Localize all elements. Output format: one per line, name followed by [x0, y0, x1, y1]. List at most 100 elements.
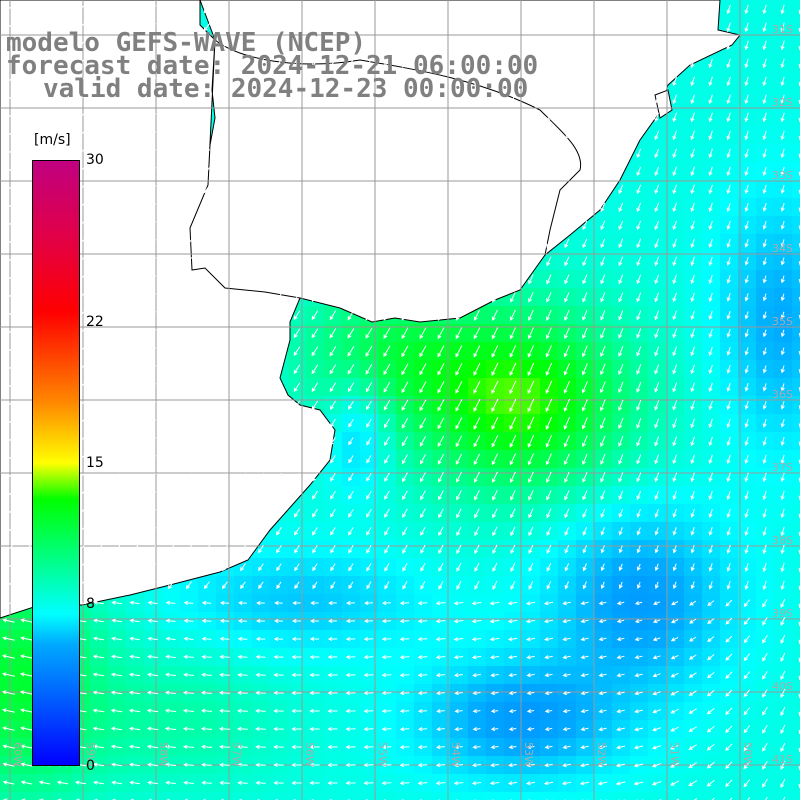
- wind-arrow: [203, 23, 211, 32]
- wind-arrow: [348, 130, 354, 140]
- wind-arrow: [600, 238, 606, 249]
- wind-arrow: [221, 275, 229, 284]
- wind-cell: [792, 306, 800, 324]
- wind-arrow: [528, 76, 534, 87]
- coastline: [0, 0, 741, 619]
- wind-cell: [792, 774, 800, 792]
- wind-arrow: [293, 94, 300, 104]
- wind-arrow: [420, 112, 426, 122]
- wind-arrow: [726, 148, 731, 159]
- wind-arrow: [384, 166, 390, 176]
- lat-label-36S: 36S: [772, 388, 793, 401]
- wind-arrow: [672, 220, 677, 231]
- wind-arrow: [528, 184, 534, 195]
- wind-arrow: [131, 95, 139, 104]
- wind-arrow: [95, 275, 103, 284]
- wind-arrow: [636, 94, 642, 105]
- wind-arrow: [348, 202, 354, 212]
- wind-cell: [540, 792, 558, 800]
- wind-arrow: [708, 148, 713, 159]
- wind-arrow: [690, 4, 695, 15]
- wind-cell: [702, 792, 720, 800]
- wind-cell: [792, 216, 800, 234]
- wind-arrow: [438, 58, 444, 68]
- wind-cell: [792, 36, 800, 54]
- wind-cell: [774, 792, 792, 800]
- wind-arrow: [780, 76, 785, 87]
- wind-arrow: [330, 202, 336, 212]
- wind-cell: [792, 108, 800, 126]
- wind-arrow: [744, 148, 749, 159]
- wind-cell: [126, 792, 144, 800]
- wind-arrow: [347, 256, 354, 266]
- wind-arrow: [780, 58, 785, 69]
- wind-arrow: [23, 203, 31, 212]
- wind-arrow: [708, 22, 713, 33]
- wind-arrow: [5, 113, 13, 122]
- wind-arrow: [203, 185, 211, 194]
- wind-arrow: [366, 4, 372, 14]
- wind-arrow: [23, 113, 31, 122]
- wind-arrow: [690, 202, 695, 213]
- wind-arrow: [330, 94, 336, 104]
- wind-arrow: [366, 22, 372, 32]
- wind-arrow: [167, 203, 175, 212]
- wind-arrow: [438, 220, 444, 231]
- wind-arrow: [474, 202, 480, 213]
- wind-cell: [252, 792, 270, 800]
- wind-arrow: [239, 167, 247, 176]
- wind-arrow: [744, 202, 749, 212]
- wind-arrow: [690, 22, 695, 33]
- wind-arrow: [564, 256, 570, 267]
- wind-arrow: [5, 95, 13, 104]
- wind-arrow: [600, 58, 606, 69]
- wind-cell: [144, 792, 162, 800]
- wind-arrow: [582, 58, 588, 69]
- wind-cell: [792, 612, 800, 630]
- wind-arrow: [366, 94, 372, 104]
- wind-arrow: [221, 221, 229, 230]
- wind-cell: [792, 144, 800, 162]
- lon-label-56W: 56W: [303, 742, 316, 767]
- wind-arrow: [257, 167, 265, 176]
- wind-cell: [72, 792, 90, 800]
- wind-cell: [216, 792, 234, 800]
- wind-arrow: [636, 238, 642, 249]
- wind-arrow: [780, 148, 785, 159]
- wind-arrow: [672, 76, 677, 87]
- wind-arrow: [149, 149, 157, 158]
- wind-cell: [684, 792, 702, 800]
- wind-arrow: [149, 131, 157, 140]
- lat-label-40S: 40S: [772, 680, 793, 693]
- wind-arrow: [221, 59, 229, 68]
- wind-arrow: [474, 22, 480, 32]
- wind-arrow: [528, 22, 534, 33]
- wind-arrow: [275, 76, 282, 86]
- wind-arrow: [312, 202, 318, 212]
- wind-arrow: [23, 167, 31, 176]
- wind-arrow: [5, 275, 13, 284]
- wind-arrow: [185, 41, 193, 50]
- wind-arrow: [330, 184, 336, 194]
- wind-arrow: [492, 76, 498, 87]
- wind-arrow: [275, 256, 282, 266]
- wind-arrow: [312, 58, 318, 68]
- wind-arrow: [420, 4, 426, 14]
- wind-arrow: [257, 41, 265, 50]
- wind-arrow: [600, 220, 606, 231]
- wind-arrow: [185, 203, 193, 212]
- wind-arrow: [456, 256, 462, 267]
- wind-arrow: [348, 40, 354, 50]
- wind-arrow: [257, 203, 265, 212]
- wind-arrow: [293, 238, 300, 248]
- wind-arrow: [257, 221, 265, 230]
- wind-arrow: [239, 203, 247, 212]
- wind-cell: [792, 324, 800, 342]
- wind-arrow: [546, 148, 552, 159]
- wind-arrow: [275, 202, 282, 212]
- wind-cell: [666, 792, 684, 800]
- wind-arrow: [420, 94, 426, 104]
- wind-arrow: [654, 130, 660, 141]
- wind-arrow: [293, 148, 300, 158]
- wind-arrow: [167, 185, 175, 194]
